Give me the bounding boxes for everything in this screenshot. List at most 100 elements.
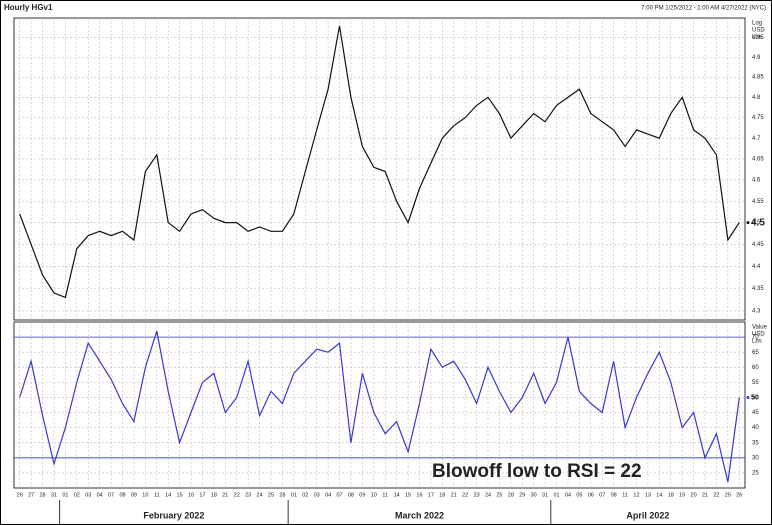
x-tick-label: 22 xyxy=(713,492,719,498)
x-tick-label: 22 xyxy=(462,492,468,498)
x-tick-label: 06 xyxy=(588,492,594,498)
x-tick-label: 08 xyxy=(611,492,617,498)
x-tick-label: 24 xyxy=(257,492,263,498)
x-tick-label: 18 xyxy=(668,492,674,498)
x-tick-label: 11 xyxy=(154,492,160,498)
x-tick-label: 30 xyxy=(531,492,537,498)
x-tick-label: 04 xyxy=(97,492,103,498)
x-tick-label: 07 xyxy=(336,492,342,498)
y-tick-label: 4.4 xyxy=(752,264,761,270)
x-tick-label: 03 xyxy=(314,492,320,498)
last-point xyxy=(746,395,750,399)
x-tick-label: 25 xyxy=(268,492,274,498)
x-tick-label: 25 xyxy=(496,492,502,498)
x-tick-label: 28 xyxy=(508,492,514,498)
x-tick-label: 15 xyxy=(405,492,411,498)
x-tick-label: 03 xyxy=(85,492,91,498)
chart-title: Hourly HGv1 xyxy=(4,3,53,12)
axis-label: USD xyxy=(752,332,765,338)
x-tick-label: 28 xyxy=(39,492,45,498)
axis-label: Lbs xyxy=(752,339,762,345)
y-tick-label: 4.6 xyxy=(752,178,761,184)
y-tick-label: 55 xyxy=(752,380,759,386)
last-value-label: 4.5 xyxy=(751,217,765,228)
panel xyxy=(13,17,746,321)
y-tick-label: 4.5 xyxy=(752,220,761,226)
last-value-label: 50 xyxy=(751,394,759,401)
x-tick-label: 27 xyxy=(28,492,34,498)
x-tick-label: 19 xyxy=(679,492,685,498)
x-tick-label: 13 xyxy=(645,492,651,498)
annotation: Blowoff low to RSI = 22 xyxy=(432,461,642,482)
y-tick-label: 70 xyxy=(752,335,759,341)
axis-label: USD xyxy=(752,28,765,34)
x-tick-label: 22 xyxy=(234,492,240,498)
x-tick-label: 07 xyxy=(599,492,605,498)
x-tick-label: 01 xyxy=(291,492,297,498)
x-tick-label: 10 xyxy=(142,492,148,498)
y-tick-label: 50 xyxy=(752,395,759,401)
x-tick-label: 12 xyxy=(633,492,639,498)
x-tick-label: 09 xyxy=(359,492,365,498)
month-label: March 2022 xyxy=(395,510,444,520)
x-tick-label: 05 xyxy=(576,492,582,498)
x-tick-label: 16 xyxy=(188,492,194,498)
x-tick-label: 18 xyxy=(439,492,445,498)
y-tick-label: 4.75 xyxy=(752,115,764,121)
y-tick-label: 4.85 xyxy=(752,75,764,81)
y-tick-label: 4.7 xyxy=(752,136,761,142)
x-tick-label: 04 xyxy=(325,492,331,498)
panel xyxy=(13,321,746,489)
line-series xyxy=(19,330,740,483)
x-tick-label: 23 xyxy=(474,492,480,498)
y-tick-label: 4.55 xyxy=(752,199,764,205)
x-tick-label: 18 xyxy=(211,492,217,498)
x-tick-label: 17 xyxy=(199,492,205,498)
x-tick-label: 01 xyxy=(62,492,68,498)
x-tick-label: 11 xyxy=(382,492,388,498)
y-tick-label: 4.95 xyxy=(752,35,764,41)
y-tick-label: 4.3 xyxy=(752,309,761,315)
x-tick-label: 07 xyxy=(108,492,114,498)
y-tick-label: 40 xyxy=(752,425,759,431)
x-tick-label: 28 xyxy=(279,492,285,498)
y-tick-label: 45 xyxy=(752,410,759,416)
x-tick-label: 01 xyxy=(553,492,559,498)
month-label: April 2022 xyxy=(626,510,669,520)
x-tick-label: 17 xyxy=(428,492,434,498)
y-tick-label: 4.45 xyxy=(752,242,764,248)
y-tick-label: 65 xyxy=(752,350,759,356)
chart-subtitle: 7:00 PM 1/25/2022 - 1:00 AM 4/27/2022 (N… xyxy=(641,6,766,12)
axis-label: Lbs xyxy=(752,35,762,41)
x-tick-label: 14 xyxy=(165,492,171,498)
x-tick-label: 24 xyxy=(485,492,491,498)
x-tick-label: 14 xyxy=(656,492,662,498)
x-tick-label: 02 xyxy=(302,492,308,498)
y-tick-label: 4.65 xyxy=(752,157,764,163)
y-tick-label: 35 xyxy=(752,440,759,446)
axis-label: Value xyxy=(752,325,768,331)
x-tick-label: 10 xyxy=(371,492,377,498)
x-tick-label: 26 xyxy=(17,492,23,498)
x-tick-label: 14 xyxy=(394,492,400,498)
y-tick-label: 4.35 xyxy=(752,286,764,292)
x-tick-label: 31 xyxy=(51,492,57,498)
x-tick-label: 02 xyxy=(74,492,80,498)
x-tick-label: 23 xyxy=(245,492,251,498)
month-label: February 2022 xyxy=(143,510,204,520)
x-tick-label: 09 xyxy=(131,492,137,498)
x-tick-label: 26 xyxy=(736,492,742,498)
x-tick-label: 25 xyxy=(725,492,731,498)
x-tick-label: 11 xyxy=(622,492,628,498)
axis-label: Log xyxy=(752,21,762,27)
x-tick-label: 21 xyxy=(702,492,708,498)
x-tick-label: 20 xyxy=(691,492,697,498)
x-tick-label: 08 xyxy=(348,492,354,498)
x-tick-label: 08 xyxy=(119,492,125,498)
y-tick-label: 4.8 xyxy=(752,95,761,101)
x-tick-label: 21 xyxy=(451,492,457,498)
line-series xyxy=(19,25,740,299)
y-tick-label: 60 xyxy=(752,365,759,371)
x-tick-label: 29 xyxy=(519,492,525,498)
